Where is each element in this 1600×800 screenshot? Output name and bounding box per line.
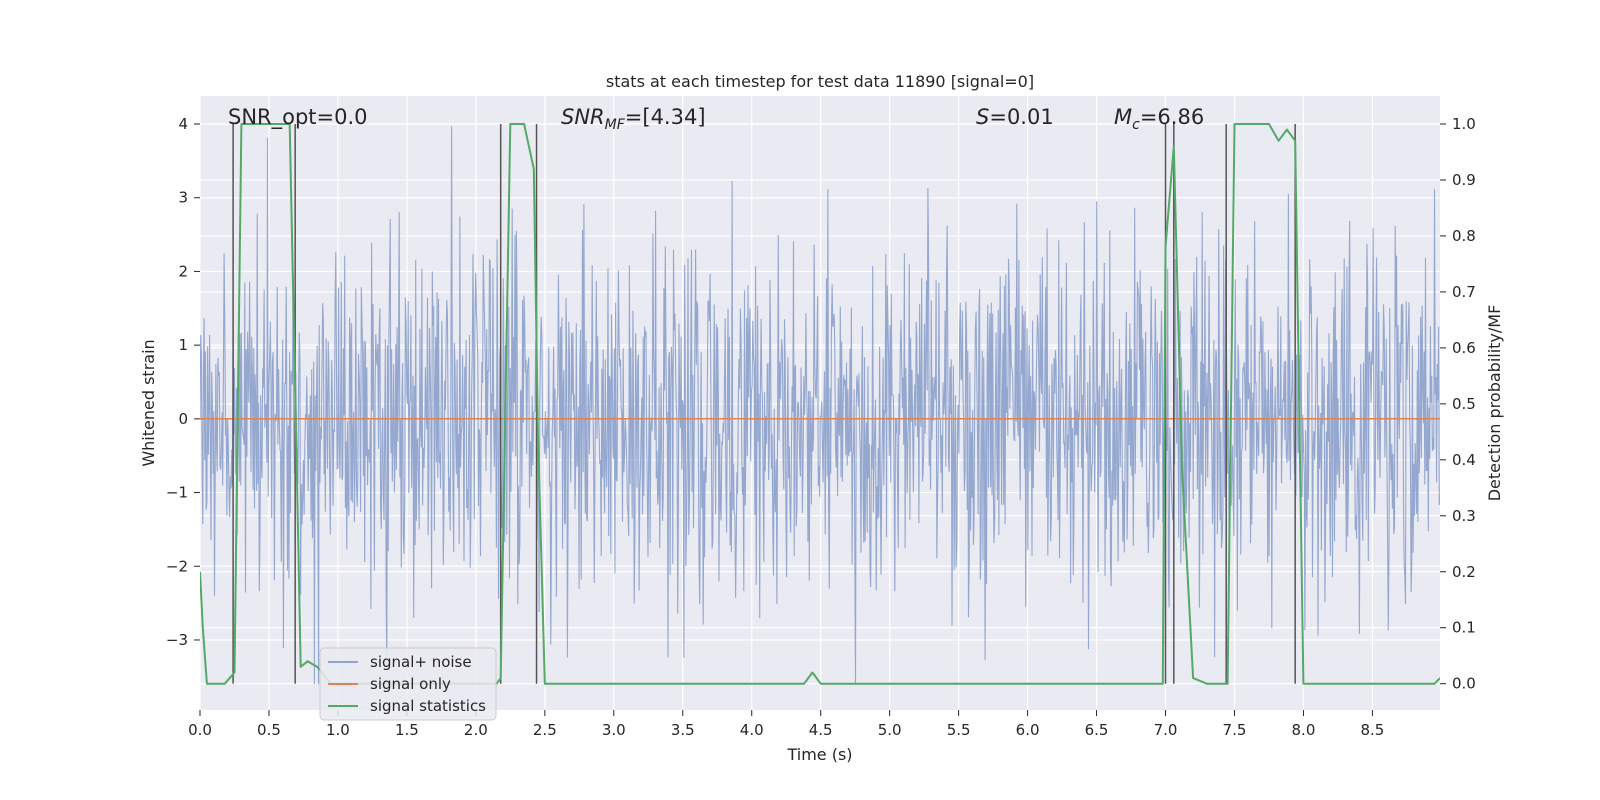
y2-tick-label: 1.0: [1452, 115, 1476, 133]
x-tick-label: 1.0: [326, 721, 350, 739]
x-tick-label: 4.5: [809, 721, 833, 739]
x-tick-label: 6.0: [1016, 721, 1040, 739]
plot-content: [200, 123, 1440, 685]
right-axis-ticks: 0.0 0.1 0.2 0.3 0.4 0.5 0.6 0.7 0.8 0.9 1.0: [1440, 115, 1476, 693]
y2-tick-label: 0.6: [1452, 339, 1476, 357]
y2-tick-label: 0.4: [1452, 451, 1476, 469]
x-tick-label: 3.0: [602, 721, 626, 739]
x-tick-label: 5.5: [947, 721, 971, 739]
series-signal-noise: [200, 126, 1440, 685]
x-tick-label: 3.5: [671, 721, 695, 739]
y2-tick-label: 0.5: [1452, 395, 1476, 413]
y2-tick-label: 0.3: [1452, 507, 1476, 525]
x-tick-label: 2.5: [533, 721, 557, 739]
x-axis-ticks: 0.0 0.5 1.0 1.5 2.0 2.5 3.0 3.5 4.0 4.5 5.0 5.5 6.0 6…: [188, 710, 1384, 739]
x-tick-label: 6.5: [1085, 721, 1109, 739]
x-axis-label: Time (s): [786, 745, 852, 764]
chart-title: stats at each timestep for test data 118…: [606, 72, 1034, 91]
legend: signal+ noise signal only signal statistic…: [319, 647, 497, 721]
y2-tick-label: 0.0: [1452, 675, 1476, 693]
y2-tick-label: 0.1: [1452, 619, 1476, 637]
y2-tick-label: 0.7: [1452, 283, 1476, 301]
annotation-s: S=0.01: [976, 105, 1054, 129]
y-axis-label: Whitened strain: [139, 339, 158, 466]
x-tick-label: 0.5: [257, 721, 281, 739]
x-tick-label: 8.0: [1292, 721, 1316, 739]
y2-tick-label: 0.8: [1452, 227, 1476, 245]
y-tick-label: −2: [166, 557, 188, 575]
x-tick-label: 7.5: [1223, 721, 1247, 739]
legend-label: signal+ noise: [370, 653, 472, 671]
y-tick-label: −1: [166, 484, 188, 502]
x-tick-label: 5.0: [878, 721, 902, 739]
y-tick-label: 2: [178, 262, 188, 280]
noise-series-layer: [200, 126, 1440, 685]
annotation-snr-mf: SNRMF=[4.34]: [561, 105, 706, 133]
y-tick-label: 1: [178, 336, 188, 354]
x-tick-label: 7.0: [1154, 721, 1178, 739]
y-tick-label: −3: [166, 631, 188, 649]
statistics-series-layer: [200, 123, 1440, 685]
x-tick-label: 0.0: [188, 721, 212, 739]
y2-tick-label: 0.2: [1452, 563, 1476, 581]
y-tick-label: 3: [178, 189, 188, 207]
annotation-mc: Mc=6.86: [1114, 105, 1204, 133]
y2-axis-label: Detection probability/MF: [1485, 305, 1504, 502]
legend-label: signal statistics: [370, 697, 486, 715]
x-tick-label: 4.0: [740, 721, 764, 739]
x-tick-label: 2.0: [464, 721, 488, 739]
left-axis-ticks: −3 −2 −1 0 1 2 3 4: [166, 115, 200, 649]
y-tick-label: 4: [178, 115, 188, 133]
x-tick-label: 8.5: [1360, 721, 1384, 739]
y-tick-label: 0: [178, 410, 188, 428]
annotation-snr-opt: SNR_opt=0.0: [228, 105, 368, 130]
y2-tick-label: 0.9: [1452, 171, 1476, 189]
series-signal-statistics: [200, 123, 1440, 685]
x-tick-label: 1.5: [395, 721, 419, 739]
legend-box: [319, 647, 497, 721]
legend-label: signal only: [370, 675, 451, 693]
